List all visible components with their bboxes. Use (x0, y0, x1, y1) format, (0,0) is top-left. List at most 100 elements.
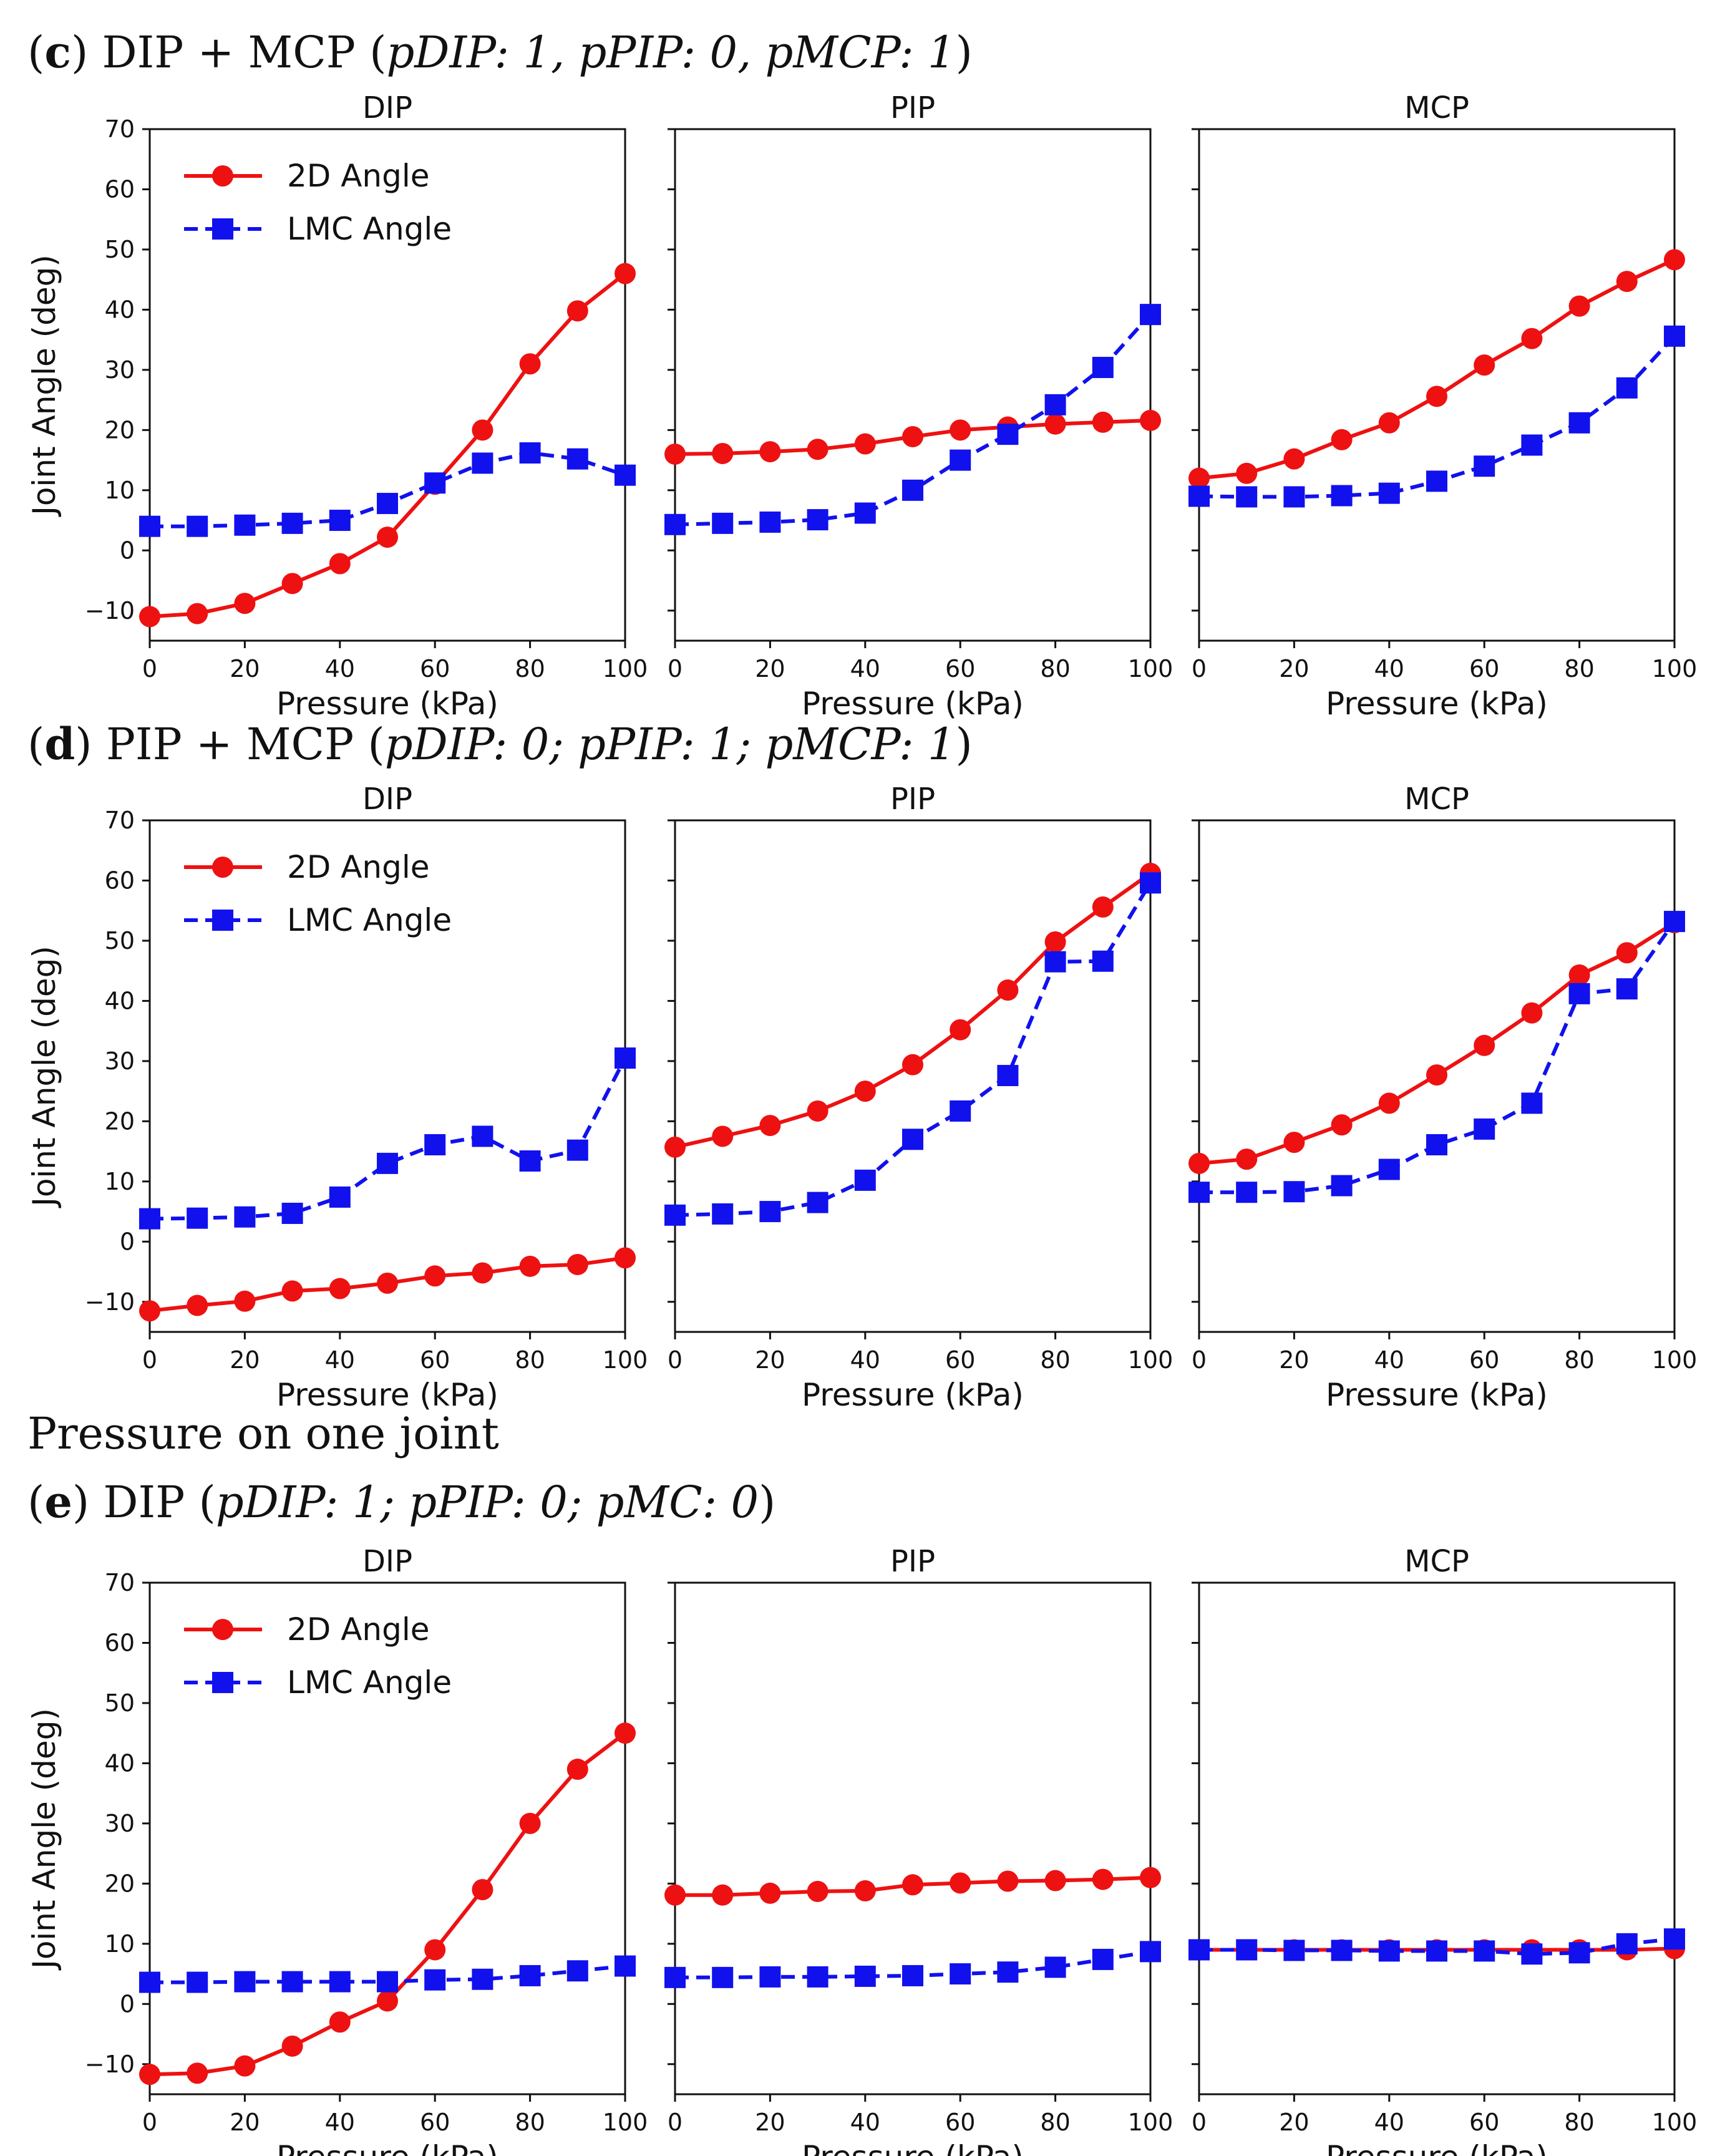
panel-title: PIP (890, 90, 935, 125)
y-axis-label: Joint Angle (deg) (26, 255, 62, 517)
x-tick-label: 60 (1469, 655, 1499, 682)
data-point-2d-angle (1568, 295, 1590, 317)
plot-frame (674, 819, 1152, 1333)
x-tick-label: 100 (1128, 1346, 1174, 1374)
data-point-2d-angle (1378, 412, 1400, 434)
x-tick-label: 40 (1374, 1346, 1404, 1374)
data-point-lmc-angle (377, 1152, 398, 1174)
heading-d-text: PIP + MCP (106, 719, 354, 770)
x-tick-label: 0 (668, 1346, 683, 1374)
data-point-lmc-angle (566, 1139, 588, 1161)
panel-title: PIP (890, 782, 935, 817)
data-point-2d-angle (281, 2035, 303, 2057)
y-tick-label: −10 (85, 1288, 135, 1316)
x-axis-label: Pressure (kPa) (802, 686, 1024, 722)
panel-e-pip: PIP 0 20 40 60 80 100 Pressure (kPa) (664, 1544, 1173, 2156)
data-point-2d-angle (759, 441, 781, 463)
series-line-2d-angle (149, 272, 626, 619)
data-point-lmc-angle (759, 1201, 781, 1223)
x-tick-label: 20 (755, 1346, 785, 1374)
data-point-2d-angle (281, 573, 303, 595)
legend-label-2d-angle: 2D Angle (287, 1611, 430, 1648)
data-point-2d-angle (424, 1939, 446, 1961)
x-axis-label: Pressure (kPa) (802, 1377, 1024, 1413)
x-tick-label: 60 (945, 2109, 975, 2136)
data-point-2d-angle (139, 2064, 160, 2086)
data-point-lmc-angle (712, 512, 734, 534)
data-point-2d-angle (1474, 1034, 1495, 1056)
data-point-lmc-angle (712, 1203, 734, 1225)
x-tick-label: 20 (1279, 655, 1309, 682)
data-point-lmc-angle (1426, 1940, 1447, 1962)
x-tick-label: 40 (850, 655, 880, 682)
data-point-2d-angle (950, 419, 971, 441)
x-tick-label: 0 (668, 655, 683, 682)
y-tick-label: 20 (105, 416, 135, 444)
x-tick-label: 100 (603, 2109, 648, 2136)
legend: 2D Angle LMC Angle (184, 1611, 452, 1701)
legend-marker-lmc-angle (212, 910, 233, 931)
data-point-2d-angle (187, 1294, 208, 1316)
x-tick-label: 80 (1564, 2109, 1594, 2136)
x-axis-label: Pressure (kPa) (1326, 686, 1548, 722)
data-point-2d-angle (1140, 1867, 1161, 1888)
data-point-lmc-angle (854, 502, 876, 524)
data-point-lmc-angle (1188, 485, 1210, 507)
data-point-2d-angle (1426, 1064, 1447, 1086)
series-line-lmc-angle (674, 881, 1152, 1217)
x-tick-label: 40 (325, 1346, 355, 1374)
data-point-lmc-angle (519, 1150, 541, 1172)
x-tick-label: 60 (945, 655, 975, 682)
data-point-lmc-angle (759, 1966, 781, 1988)
data-point-lmc-angle (377, 1971, 398, 1993)
data-point-lmc-angle (997, 1961, 1019, 1983)
plot-frame (1198, 128, 1676, 642)
data-point-2d-angle (1664, 249, 1685, 271)
data-point-2d-angle (139, 1300, 160, 1322)
data-point-2d-angle (902, 1054, 923, 1076)
data-point-lmc-angle (1092, 357, 1114, 379)
data-point-2d-angle (1188, 467, 1210, 489)
data-point-lmc-angle (281, 1971, 303, 1993)
data-point-lmc-angle (472, 1968, 493, 1990)
data-point-lmc-angle (1568, 983, 1590, 1004)
heading-c-params: pDIP: 1, pPIP: 0, pMCP: 1 (386, 27, 955, 78)
data-point-2d-angle (1236, 462, 1258, 484)
y-tick-label: 40 (105, 987, 135, 1014)
heading-d-label: d (44, 718, 75, 770)
series-line-2d-angle (674, 872, 1152, 1149)
y-tick-label: 10 (105, 1168, 135, 1195)
data-point-lmc-angle (1521, 434, 1543, 456)
y-tick-label: 70 (105, 115, 135, 143)
legend-label-lmc-angle: LMC Angle (287, 211, 452, 247)
data-point-lmc-angle (712, 1966, 734, 1988)
x-axis-label: Pressure (kPa) (1326, 1377, 1548, 1413)
y-tick-label: 40 (105, 1749, 135, 1777)
data-point-lmc-angle (234, 514, 256, 536)
panel-title: PIP (890, 1544, 935, 1579)
y-tick-label: 20 (105, 1107, 135, 1135)
plot-frame (674, 128, 1152, 642)
y-tick-label: 50 (105, 927, 135, 954)
data-point-lmc-angle (1521, 1092, 1543, 1114)
data-point-lmc-angle (1331, 1175, 1353, 1197)
data-point-lmc-angle (950, 449, 971, 471)
series-line-lmc-angle (149, 1057, 627, 1221)
x-tick-label: 20 (230, 2109, 260, 2136)
series-line-2d-angle (1198, 258, 1676, 480)
data-point-lmc-angle (1283, 1940, 1305, 1961)
data-point-2d-angle (615, 1722, 636, 1744)
panel-d-dip: DIP 0 20 40 60 80 100 −10 0 10 20 30 40 50 60 70 Pressur… (26, 782, 648, 1413)
x-tick-label: 0 (668, 2109, 683, 2136)
x-tick-label: 60 (1469, 1346, 1499, 1374)
data-point-lmc-angle (139, 515, 160, 537)
data-point-lmc-angle (615, 1047, 636, 1069)
data-point-lmc-angle (1664, 911, 1685, 933)
x-axis-label: Pressure (kPa) (276, 1377, 498, 1413)
data-point-lmc-angle (1236, 1939, 1258, 1961)
data-point-2d-angle (1140, 409, 1161, 431)
data-point-lmc-angle (1188, 1182, 1210, 1203)
x-tick-label: 40 (325, 2109, 355, 2136)
panel-title: DIP (362, 90, 412, 125)
